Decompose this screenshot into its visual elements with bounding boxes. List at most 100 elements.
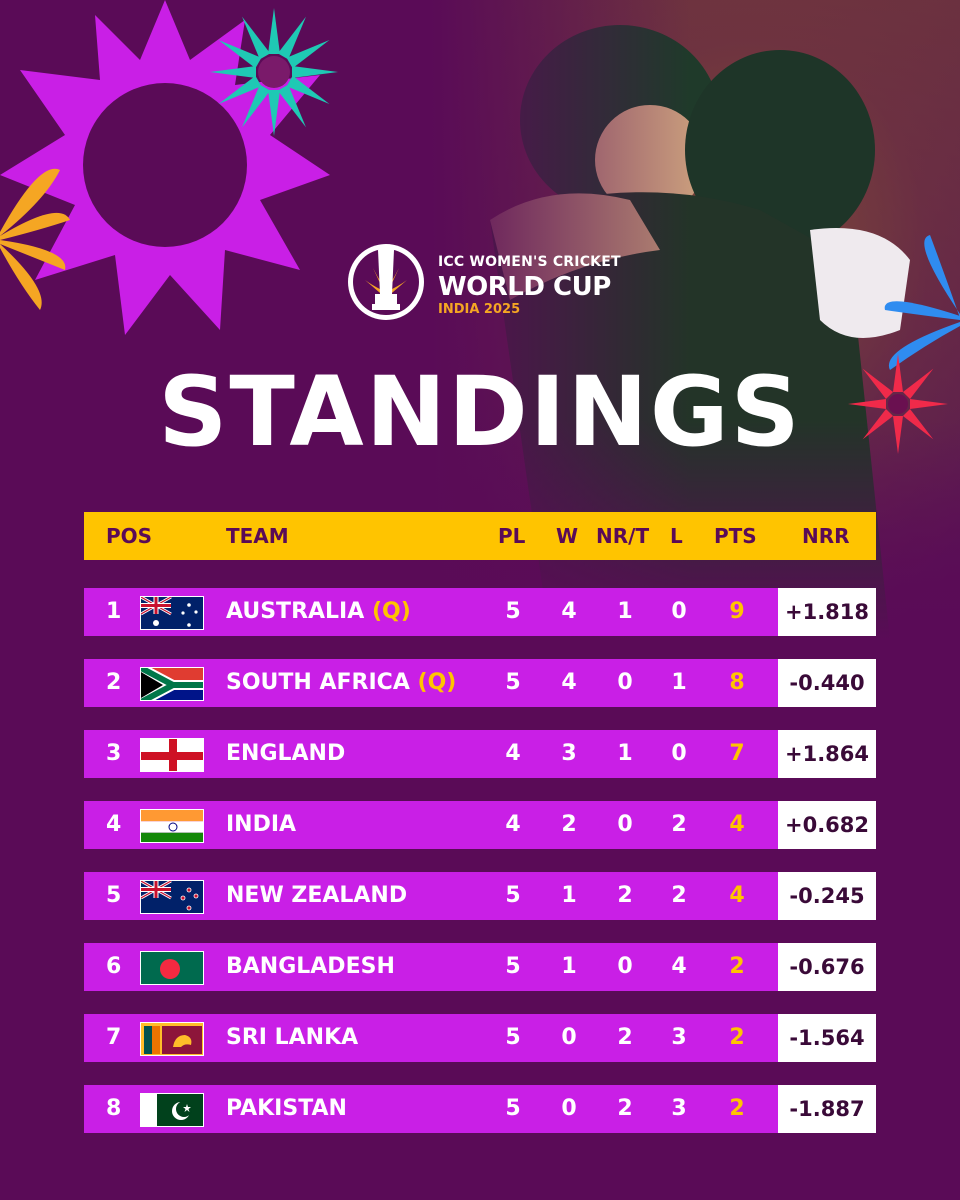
nrr-cell: +1.864 — [784, 742, 870, 766]
nrr-background — [778, 801, 876, 849]
played-cell: 4 — [505, 812, 521, 837]
points-cell: 2 — [729, 954, 745, 979]
team-cell: ENGLAND — [226, 740, 345, 768]
column-header-w: W — [556, 524, 579, 548]
lost-cell: 0 — [671, 741, 687, 766]
table-row: 3 ENGLAND 4 3 1 0 7 +1.864 — [84, 730, 876, 778]
england-flag-icon — [140, 738, 204, 772]
nrr-background — [778, 872, 876, 920]
won-cell: 4 — [561, 599, 577, 624]
position-cell: 8 — [106, 1096, 122, 1121]
orange-burst-decoration — [0, 168, 70, 310]
column-header-nrr: NRR — [802, 524, 850, 548]
lost-cell: 2 — [671, 883, 687, 908]
event-logo: ICC WOMEN'S CRICKET WORLD CUP INDIA 2025 — [345, 236, 645, 326]
lost-cell: 2 — [671, 812, 687, 837]
team-name: BANGLADESH — [226, 954, 395, 979]
event-name-line1: ICC WOMEN'S CRICKET — [438, 254, 621, 270]
points-cell: 2 — [729, 1096, 745, 1121]
nrr-cell: -0.245 — [789, 884, 865, 908]
nrr-cell: -0.440 — [789, 671, 865, 695]
nrr-cell: -1.564 — [789, 1026, 865, 1050]
nrr-background — [778, 1014, 876, 1062]
column-header-l: L — [670, 524, 683, 548]
table-row: 2 SOUTH AFRICA (Q) 5 4 0 1 8 -0.440 — [84, 659, 876, 707]
team-cell: PAKISTAN — [226, 1095, 347, 1123]
table-row: 6 BANGLADESH 5 1 0 4 2 -0.676 — [84, 943, 876, 991]
points-cell: 9 — [729, 599, 745, 624]
played-cell: 5 — [505, 883, 521, 908]
table-row: 7 SRI LANKA 5 0 2 3 2 -1.564 — [84, 1014, 876, 1062]
points-cell: 2 — [729, 1025, 745, 1050]
column-header-pts: PTS — [714, 524, 757, 548]
table-header: POS TEAM PL W NR/T L PTS NRR — [84, 512, 876, 560]
points-cell: 4 — [729, 883, 745, 908]
played-cell: 5 — [505, 599, 521, 624]
team-cell: NEW ZEALAND — [226, 882, 407, 910]
nrr-background — [778, 659, 876, 707]
team-name: ENGLAND — [226, 741, 346, 766]
nrr-cell: -1.887 — [789, 1097, 865, 1121]
points-cell: 8 — [729, 670, 745, 695]
played-cell: 5 — [505, 954, 521, 979]
nrr-background — [778, 1085, 876, 1133]
qualified-badge: (Q) — [371, 599, 411, 624]
won-cell: 0 — [561, 1025, 577, 1050]
india-flag-icon — [140, 809, 204, 843]
bangladesh-flag-icon — [140, 951, 204, 985]
red-burst-decoration — [848, 354, 948, 454]
table-row: 4 INDIA 4 2 0 2 4 +0.682 — [84, 801, 876, 849]
qualified-badge: (Q) — [417, 670, 457, 695]
no-result-tie-cell: 2 — [617, 1025, 633, 1050]
position-cell: 7 — [106, 1025, 122, 1050]
nrr-background — [778, 943, 876, 991]
sri-lanka-flag-icon — [140, 1022, 204, 1056]
no-result-tie-cell: 0 — [617, 954, 633, 979]
column-header-pl: PL — [498, 524, 526, 548]
team-name: PAKISTAN — [226, 1096, 347, 1121]
no-result-tie-cell: 2 — [617, 883, 633, 908]
team-cell: SRI LANKA — [226, 1024, 358, 1052]
played-cell: 5 — [505, 1025, 521, 1050]
table-row: 8 PAKISTAN 5 0 2 3 2 -1.887 — [84, 1085, 876, 1133]
table-row: 1 AUSTRALIA (Q) 5 4 1 0 9 +1.818 — [84, 588, 876, 636]
nrr-cell: +0.682 — [784, 813, 870, 837]
lost-cell: 1 — [671, 670, 687, 695]
lost-cell: 0 — [671, 599, 687, 624]
lost-cell: 3 — [671, 1096, 687, 1121]
nrr-cell: +1.818 — [784, 600, 870, 624]
team-cell: INDIA — [226, 811, 296, 839]
no-result-tie-cell: 0 — [617, 670, 633, 695]
new-zealand-flag-icon — [140, 880, 204, 914]
south-africa-flag-icon — [140, 667, 204, 701]
page-title: STANDINGS — [158, 356, 802, 468]
played-cell: 5 — [505, 1096, 521, 1121]
lost-cell: 3 — [671, 1025, 687, 1050]
australia-flag-icon — [140, 596, 204, 630]
column-header-team: TEAM — [226, 524, 289, 548]
won-cell: 2 — [561, 812, 577, 837]
position-cell: 3 — [106, 741, 122, 766]
table-row: 5 NEW ZEALAND 5 1 2 2 4 -0.245 — [84, 872, 876, 920]
no-result-tie-cell: 0 — [617, 812, 633, 837]
trophy-icon — [348, 244, 424, 320]
blue-burst-decoration — [884, 235, 960, 370]
won-cell: 0 — [561, 1096, 577, 1121]
nrr-background — [778, 730, 876, 778]
won-cell: 3 — [561, 741, 577, 766]
position-cell: 2 — [106, 670, 122, 695]
played-cell: 5 — [505, 670, 521, 695]
team-name: AUSTRALIA — [226, 599, 365, 624]
position-cell: 1 — [106, 599, 122, 624]
event-name-line2: WORLD CUP — [438, 272, 611, 302]
nrr-background — [778, 588, 876, 636]
team-cell: AUSTRALIA (Q) — [226, 598, 411, 626]
teal-burst-decoration — [210, 8, 338, 136]
team-cell: BANGLADESH — [226, 953, 395, 981]
position-cell: 5 — [106, 883, 122, 908]
column-header-nrt: NR/T — [596, 524, 650, 548]
team-cell: SOUTH AFRICA (Q) — [226, 669, 456, 697]
position-cell: 6 — [106, 954, 122, 979]
team-name: NEW ZEALAND — [226, 883, 408, 908]
no-result-tie-cell: 1 — [617, 741, 633, 766]
